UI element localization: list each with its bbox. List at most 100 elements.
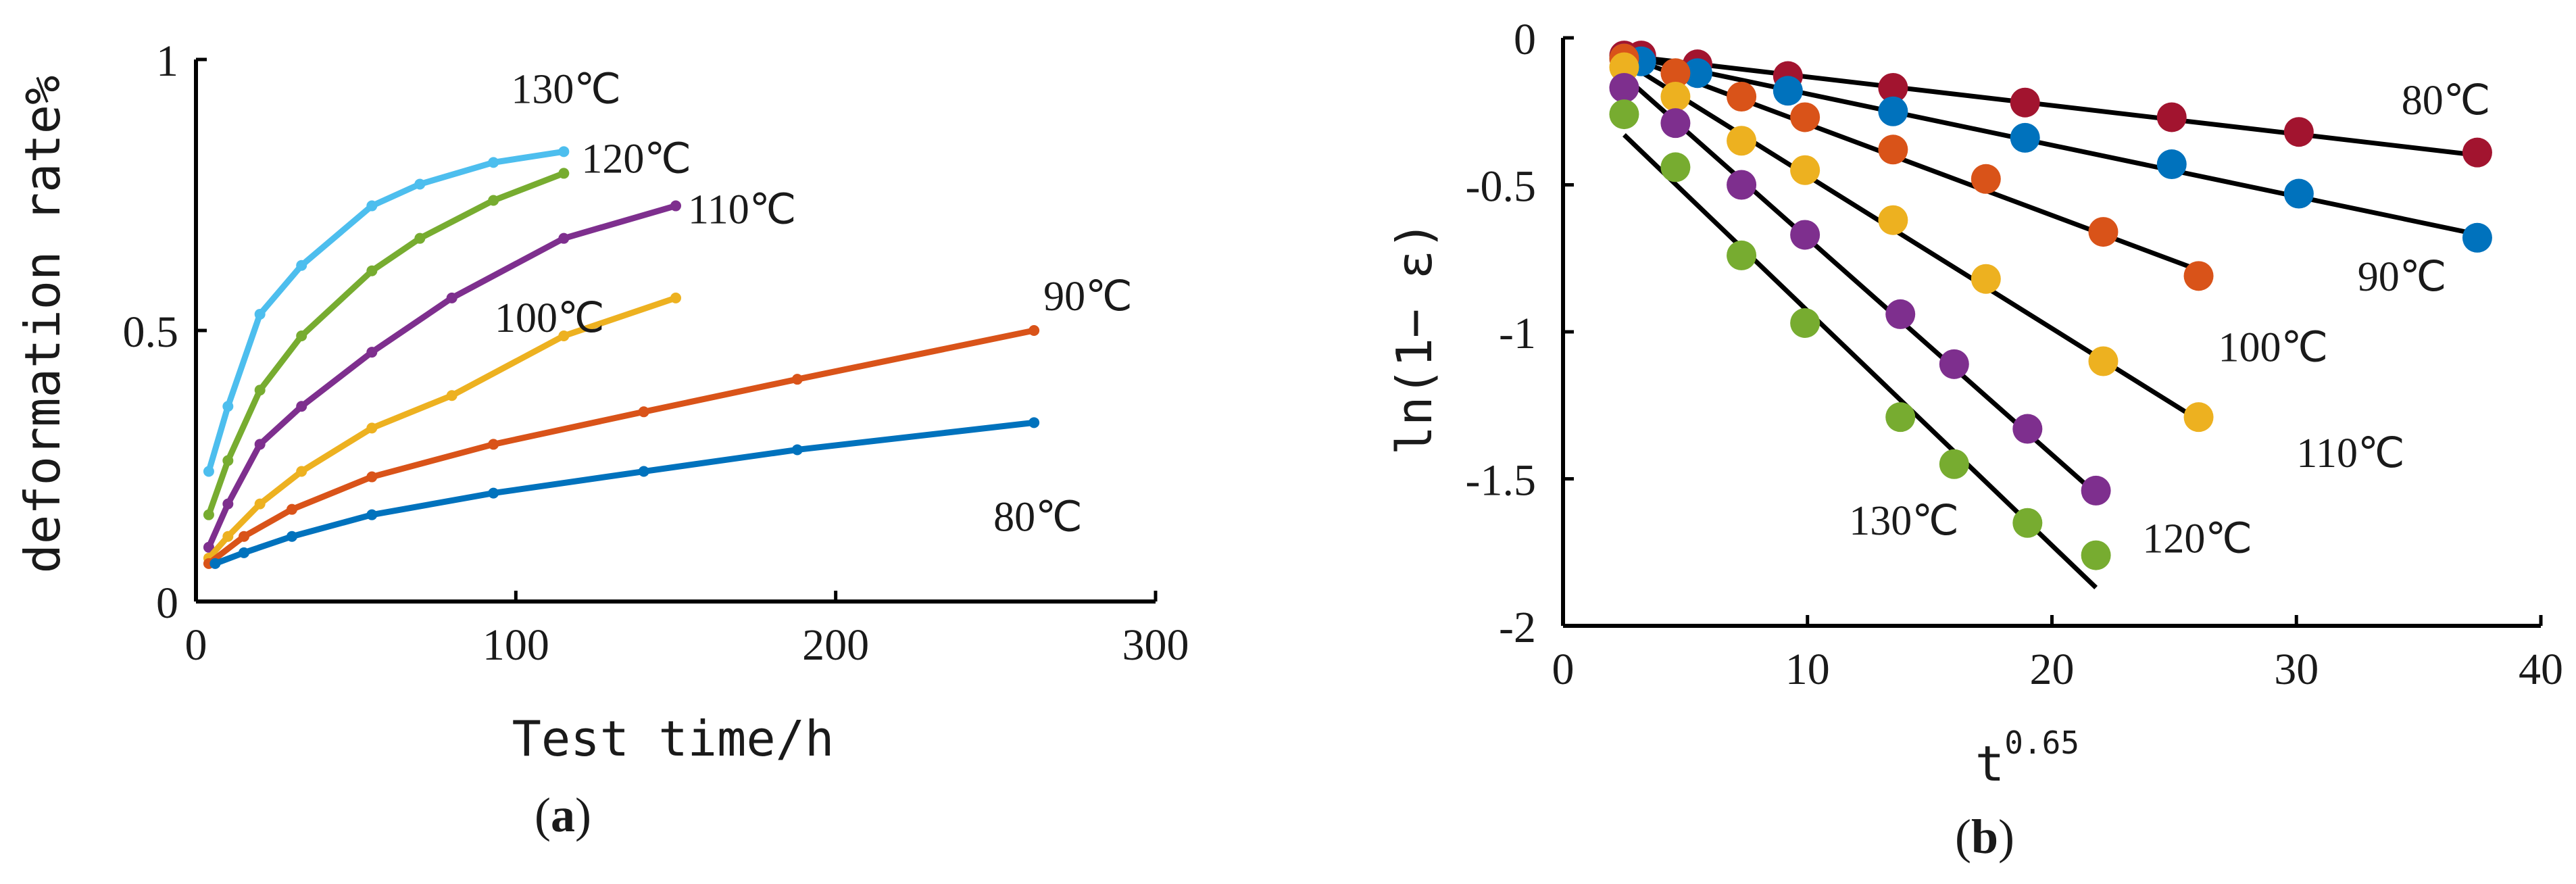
panel-b-x-tick-label: 30 [2274, 645, 2319, 694]
panel-a-series-line-110 [205, 203, 677, 549]
panel-b-point-90 [1878, 96, 1908, 126]
panel-b-point-110 [2183, 402, 2214, 433]
panel-a-series-label-110: 110℃ [688, 187, 796, 233]
panel-b-point-110 [1878, 205, 1908, 235]
panel-a-point-100 [222, 531, 234, 542]
panel-a-point-120 [222, 455, 234, 466]
panel-a-point-90 [1029, 325, 1040, 336]
panel-b-point-120 [1660, 108, 1691, 139]
panel-b-chart: 0 10 20 30 40 0 -0.5 -1 -1.5 -2 80℃ 90℃ 100℃ 110℃ 120℃… [1466, 15, 2563, 694]
panel-a-point-130 [488, 157, 499, 168]
panel-b-y-tick-label: -0.5 [1466, 162, 1536, 212]
panel-b-fit-line-80 [1624, 53, 2480, 158]
panel-b-label-letter: b [1971, 810, 1998, 864]
panel-b-x-tick-label: 0 [1552, 645, 1575, 694]
panel-a-point-90 [488, 439, 499, 450]
panel-b-point-120 [1609, 72, 1639, 103]
panel-b-point-110 [1609, 52, 1639, 82]
panel-a-x-tick-label: 100 [482, 620, 549, 670]
panel-b-point-120 [1939, 349, 1969, 379]
panel-a-chart: 0 100 200 300 0 0.5 1 130℃ 120℃ 110℃ 100℃ 90℃ 80℃ [123, 36, 1189, 670]
panel-b-point-100 [1878, 134, 1908, 165]
panel-a-point-110 [296, 401, 307, 412]
panel-b-x-axis-superscript: 0.65 [2004, 725, 2079, 761]
panel-a-point-130 [366, 200, 378, 212]
panel-a-x-tick-label: 0 [185, 620, 207, 670]
panel-a-point-100 [254, 498, 266, 510]
panel-b-point-110 [1971, 264, 2001, 294]
panel-b-point-130 [1885, 402, 1916, 433]
panel-a-point-90 [791, 374, 803, 385]
panel-b-point-100 [1971, 164, 2001, 194]
panel-a-x-tick-label: 300 [1122, 620, 1189, 670]
panel-a-point-110 [222, 498, 234, 510]
panel-b-point-80 [1878, 72, 1908, 103]
panel-a-point-110 [254, 439, 266, 450]
panel-b-y-tick-label: 0 [1514, 15, 1536, 64]
panel-a-point-130 [203, 466, 214, 477]
panel-b-series-label-120: 120℃ [2142, 516, 2252, 562]
panel-a-point-80 [638, 466, 649, 477]
panel-a-point-80 [1029, 417, 1040, 428]
panel-b-point-130 [1727, 240, 1757, 270]
panel-a-point-120 [488, 195, 499, 206]
panel-a-point-100 [446, 390, 457, 401]
panel-b-series-label-110: 110℃ [2296, 431, 2404, 476]
panel-a-x-tick-label: 200 [802, 620, 869, 670]
panel-a-series-label-120: 120℃ [581, 136, 691, 182]
panel-a-point-100 [366, 422, 378, 434]
panel-b-point-110 [1727, 126, 1757, 156]
panel-a-point-130 [414, 178, 426, 190]
panel-a-series-line-80 [214, 419, 1035, 567]
panel-b-point-130 [2012, 508, 2043, 538]
panel-b-point-100 [1660, 58, 1691, 89]
panel-a-y-tick-label: 0.5 [123, 308, 179, 357]
panel-b-series-label-130: 130℃ [1849, 498, 1959, 544]
panel-b-y-axis-title: ln(1− ε) [1386, 221, 1443, 456]
panel-b-point-80 [2010, 87, 2040, 118]
panel-a-point-120 [558, 168, 570, 179]
panel-b-y-tick-label: -1.5 [1466, 456, 1536, 506]
panel-a-label-letter: a [551, 788, 575, 842]
panel-a-series-line-130 [205, 148, 565, 472]
panel-a-series-line-120 [205, 170, 565, 516]
panel-b-label: (b) [1955, 810, 2014, 864]
panel-b-point-90 [2283, 178, 2314, 209]
panel-a-label: (a) [535, 788, 591, 842]
panel-a-point-120 [414, 232, 426, 244]
panel-a-point-90 [239, 531, 249, 542]
panel-a-series-label-100: 100℃ [495, 295, 605, 341]
panel-b-point-100 [2088, 217, 2119, 247]
panel-a-point-90 [366, 471, 378, 483]
panel-a-y-tick-label: 1 [156, 36, 178, 86]
panel-a-point-80 [287, 531, 297, 542]
panel-b-series-label-100: 100℃ [2218, 325, 2328, 371]
panel-a-y-axis-title: deformation rate% [14, 76, 71, 574]
panel-b-point-120 [2081, 475, 2111, 506]
panel-b-y-tick-label: -2 [1499, 603, 1536, 652]
panel-b-x-axis-base: t [1975, 735, 2004, 792]
panel-a-point-100 [670, 292, 681, 303]
panel-b-point-130 [1939, 449, 1969, 479]
panel-b-fit-line-90 [1623, 53, 2481, 237]
panel-b-point-110 [2088, 346, 2119, 376]
panel-b-point-120 [1790, 220, 1820, 250]
panel-a-series-label-90: 90℃ [1043, 274, 1133, 320]
panel-a-point-110 [366, 347, 378, 358]
panel-a-y-tick-label: 0 [156, 579, 178, 628]
panel-a-series-label-80: 80℃ [993, 494, 1083, 540]
panel-b-point-110 [1660, 82, 1691, 112]
panel-a-point-120 [366, 265, 378, 276]
panel-b-point-90 [2156, 149, 2187, 180]
panel-b-x-tick-label: 10 [1785, 645, 1830, 694]
panel-a-point-110 [446, 292, 457, 303]
panel-b-point-100 [1727, 82, 1757, 112]
panel-a-point-100 [558, 330, 570, 342]
panel-a-point-120 [203, 509, 214, 520]
panel-b-point-80 [2283, 117, 2314, 147]
panel-a-point-120 [296, 330, 307, 342]
panel-a-series-label-130: 130℃ [511, 66, 621, 112]
panel-b-x-axis-title: t0.65 [1975, 725, 2079, 792]
panel-a-point-130 [222, 401, 234, 412]
panel-a-point-120 [254, 385, 266, 396]
